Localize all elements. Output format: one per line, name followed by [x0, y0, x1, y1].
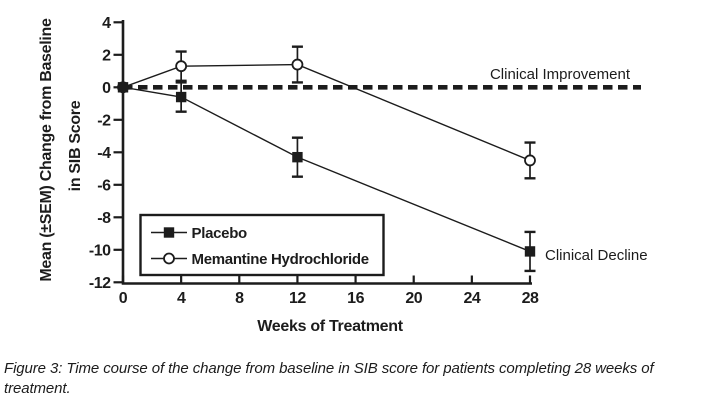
x-tick-label: 4: [177, 290, 186, 307]
x-tick-label: 28: [522, 290, 539, 307]
legend-label-placebo: Placebo: [192, 225, 248, 242]
y-tick-label: -12: [89, 275, 111, 292]
x-tick-label: 12: [289, 290, 306, 307]
legend-label-memantine-hydrochloride: Memantine Hydrochloride: [192, 251, 369, 268]
y-tick-label: -8: [97, 210, 111, 227]
y-tick-label: 0: [102, 80, 111, 97]
marker-memantine-hydrochloride-week-4: [175, 60, 188, 73]
y-tick-label: 2: [102, 47, 111, 64]
legend-marker-placebo: [163, 227, 175, 238]
y-tick-label: -6: [97, 177, 111, 194]
marker-placebo-week-12: [292, 151, 303, 163]
annotation-clinical-improvement: Clinical Improvement: [490, 66, 631, 83]
x-tick-label: 24: [463, 290, 480, 307]
y-tick-label: 4: [102, 15, 111, 32]
y-tick-label: -2: [97, 112, 111, 129]
y-tick-label: -10: [89, 242, 111, 259]
marker-placebo-week-0: [117, 82, 129, 93]
annotation-clinical-decline: Clinical Decline: [545, 247, 648, 264]
y-axis-title-line2: in SIB Score: [67, 100, 84, 191]
y-tick-label: -4: [97, 145, 111, 162]
series-line-memantine-hydrochloride: [122, 63, 531, 162]
x-tick-label: 8: [235, 290, 244, 307]
x-tick-label: 16: [347, 290, 364, 307]
marker-placebo-week-4: [175, 91, 187, 103]
y-axis-title-line1: Mean (±SEM) Change from Baseline: [38, 18, 55, 282]
legend-box: [139, 213, 385, 277]
marker-memantine-hydrochloride-week-12: [291, 58, 304, 71]
series-line-placebo: [122, 86, 531, 253]
figure-caption: Figure 3: Time course of the change from…: [4, 360, 654, 398]
marker-placebo-week-28: [524, 246, 536, 257]
marker-memantine-hydrochloride-week-28: [524, 154, 536, 167]
x-tick-label: 0: [119, 290, 128, 307]
x-tick-label: 20: [405, 290, 422, 307]
x-axis-title: Weeks of Treatment: [257, 318, 403, 335]
legend-marker-memantine-hydrochloride: [163, 252, 175, 265]
